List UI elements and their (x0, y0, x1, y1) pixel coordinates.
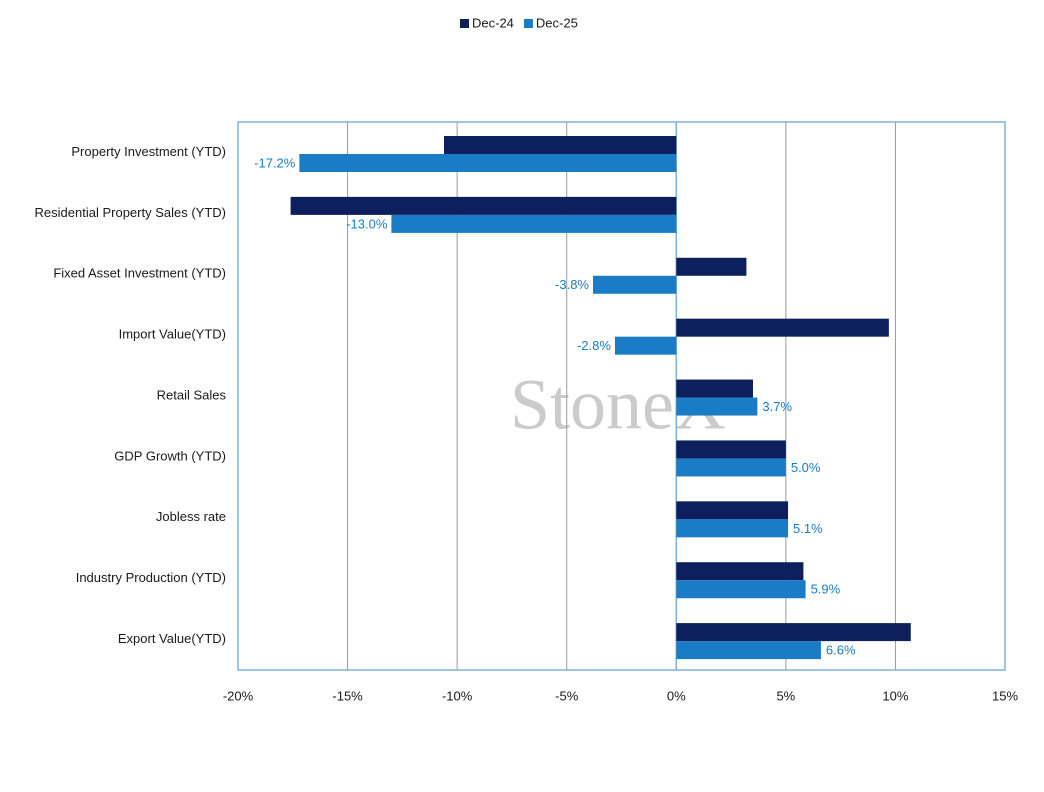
y-tick-label: Property Investment (YTD) (71, 144, 226, 159)
bar (299, 154, 677, 172)
x-tick-label: 5% (776, 688, 795, 703)
bar (676, 501, 789, 520)
y-tick-label: Jobless rate (156, 509, 226, 524)
bar (676, 440, 786, 459)
bar (676, 458, 786, 477)
bar (676, 397, 758, 416)
bar (676, 519, 789, 538)
bar (676, 257, 747, 276)
y-tick-label: Industry Production (YTD) (76, 570, 226, 585)
x-tick-label: -10% (442, 688, 473, 703)
bar (676, 580, 806, 599)
data-label: -3.8% (555, 277, 589, 292)
bar (676, 641, 821, 660)
data-label: 6.6% (826, 643, 856, 658)
data-label: 3.7% (762, 399, 792, 414)
x-tick-label: 15% (992, 688, 1018, 703)
data-label: -2.8% (577, 338, 611, 353)
bar (614, 336, 677, 355)
data-label: -17.2% (254, 155, 296, 170)
bar (676, 562, 804, 581)
data-label: 5.1% (793, 521, 823, 536)
bar (676, 623, 911, 642)
y-tick-label: Fixed Asset Investment (YTD) (53, 266, 226, 281)
x-tick-label: -5% (555, 688, 579, 703)
x-tick-label: -20% (223, 688, 254, 703)
y-tick-label: GDP Growth (YTD) (114, 448, 226, 463)
bar (391, 214, 677, 233)
bar (593, 275, 677, 294)
legend-label: Dec-24 (472, 15, 514, 30)
bar (290, 196, 677, 215)
y-tick-label: Residential Property Sales (YTD) (35, 205, 226, 220)
y-tick-label: Import Value(YTD) (119, 327, 226, 342)
bar (676, 318, 889, 337)
bar (676, 379, 753, 398)
legend-swatch (460, 19, 469, 28)
plot-border (237, 121, 1006, 671)
legend-swatch (523, 19, 533, 28)
data-label: -13.0% (346, 216, 388, 231)
data-label: 5.9% (811, 582, 841, 597)
data-label: 5.0% (791, 460, 821, 475)
bar (443, 136, 677, 154)
legend-label: Dec-25 (536, 15, 578, 30)
x-tick-label: -15% (332, 688, 363, 703)
x-tick-label: 0% (667, 688, 686, 703)
y-tick-label: Export Value(YTD) (118, 631, 226, 646)
y-tick-label: Retail Sales (157, 387, 227, 402)
x-tick-label: 10% (882, 688, 908, 703)
